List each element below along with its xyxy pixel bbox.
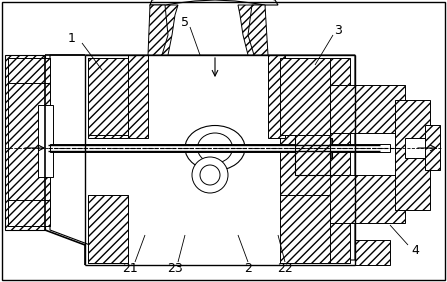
- Bar: [280, 58, 350, 263]
- Text: 22: 22: [277, 261, 293, 274]
- Bar: [355, 240, 390, 265]
- Text: 3: 3: [334, 23, 342, 36]
- Bar: [8, 58, 50, 83]
- Circle shape: [200, 165, 220, 185]
- Bar: [425, 125, 440, 170]
- Bar: [50, 144, 390, 152]
- Polygon shape: [280, 195, 330, 263]
- Circle shape: [192, 157, 228, 193]
- Bar: [8, 58, 50, 226]
- Polygon shape: [268, 55, 285, 138]
- Polygon shape: [150, 0, 278, 5]
- Polygon shape: [128, 55, 148, 138]
- Bar: [330, 175, 405, 223]
- Polygon shape: [88, 195, 128, 263]
- Ellipse shape: [198, 133, 232, 163]
- Polygon shape: [50, 55, 355, 260]
- Bar: [295, 120, 330, 175]
- Bar: [405, 138, 430, 158]
- Polygon shape: [238, 5, 265, 55]
- Bar: [88, 58, 128, 138]
- Bar: [8, 200, 50, 226]
- Text: 1: 1: [68, 32, 76, 45]
- Bar: [38, 105, 53, 177]
- Polygon shape: [280, 58, 330, 135]
- Text: 21: 21: [122, 261, 138, 274]
- Bar: [5, 55, 45, 230]
- Bar: [395, 100, 430, 210]
- Text: 5: 5: [181, 16, 189, 28]
- Polygon shape: [148, 5, 168, 55]
- Polygon shape: [88, 58, 128, 135]
- Bar: [310, 138, 332, 158]
- Bar: [35, 110, 50, 175]
- Bar: [88, 195, 128, 263]
- Text: 4: 4: [411, 243, 419, 257]
- Polygon shape: [248, 5, 268, 55]
- Bar: [128, 88, 280, 263]
- Ellipse shape: [185, 125, 245, 171]
- Text: 23: 23: [167, 261, 183, 274]
- Text: 2: 2: [244, 261, 252, 274]
- Bar: [330, 85, 405, 133]
- Polygon shape: [150, 5, 178, 55]
